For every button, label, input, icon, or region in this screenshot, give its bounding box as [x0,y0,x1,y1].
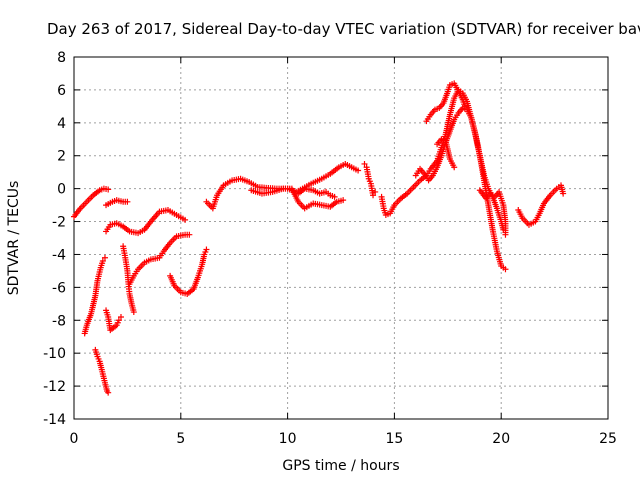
x-tick-label: 20 [492,431,510,447]
chart-title: Day 263 of 2017, Sidereal Day-to-day VTE… [47,20,640,38]
series-sat-6 [103,307,124,334]
data-point [105,186,112,193]
series-sat-7 [120,243,137,316]
data-point [101,254,108,261]
y-tick-label: 0 [57,182,66,198]
data-point [502,266,509,273]
y-tick-label: -12 [43,379,66,395]
data-point [331,193,338,200]
series-sat-3 [103,207,189,237]
data-point [186,231,193,238]
series-sat-14 [378,86,509,273]
axis-ticks [73,56,609,420]
data-point [203,246,210,253]
series-sat-15 [412,105,507,233]
y-tick-label: -14 [43,412,66,428]
x-axis-label: GPS time / hours [282,458,399,474]
series-sat-19 [515,182,567,228]
series-sat-17 [434,136,458,171]
series-sat-11 [248,185,347,212]
y-tick-label: -6 [52,280,66,296]
y-tick-label: -2 [52,215,66,231]
y-tick-label: 4 [57,116,66,132]
series-sat-4 [103,197,131,209]
data-point [130,309,137,316]
y-tick-label: -4 [52,247,66,263]
series-sat-9 [167,246,210,297]
data-point [502,231,509,238]
x-tick-label: 10 [279,431,297,447]
series-sat-1 [71,185,112,220]
series-sat-8 [126,231,193,288]
tick-labels: 0 5 10 15 20 25 -14 -12 -10 -8 -6 -4 -2 0 2 4 6 8 [43,50,617,447]
x-tick-label: 25 [599,431,617,447]
data-point [99,258,106,265]
data-point [451,164,458,171]
series-sat-16 [423,80,468,125]
data-point [124,198,131,205]
series-sat-10 [203,160,362,212]
plot-frame [73,56,609,420]
series-sat-5 [92,346,112,396]
series-sat-13 [361,160,379,199]
data-point [340,197,347,204]
data-point [560,190,567,197]
y-axis-label: SDTVAR / TECUs [6,181,22,296]
data-point [355,167,362,174]
data-point [370,192,377,199]
data-point [372,188,379,195]
y-tick-label: 8 [57,50,66,66]
series-sat-2 [81,254,108,337]
series-sat-18 [476,187,509,238]
x-tick-label: 15 [385,431,403,447]
data-points [71,80,567,396]
series-sat-12 [295,185,338,200]
data-point [182,216,189,223]
data-point [361,160,368,167]
data-point [117,313,124,320]
y-tick-label: 2 [57,149,66,165]
y-tick-label: -10 [43,346,66,362]
x-tick-label: 5 [176,431,185,447]
y-tick-label: 6 [57,83,66,99]
y-tick-label: -8 [52,313,66,329]
gridlines [74,57,608,419]
data-point [461,103,468,110]
data-point [115,317,122,324]
x-tick-label: 0 [70,431,79,447]
data-point [105,389,112,396]
